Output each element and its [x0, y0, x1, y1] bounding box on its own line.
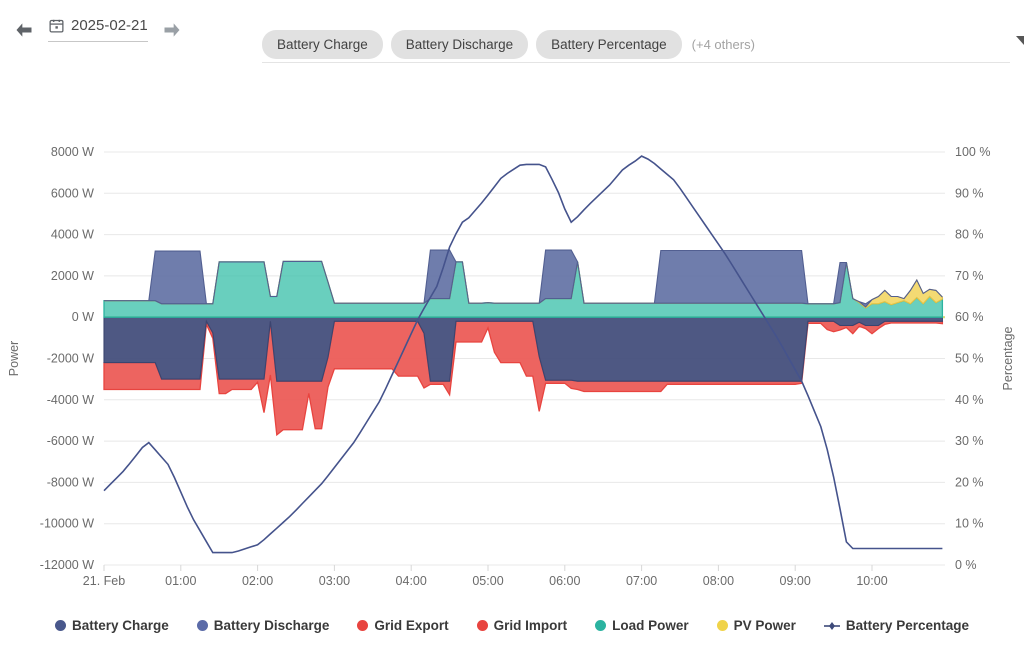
- svg-text:4000 W: 4000 W: [51, 228, 94, 242]
- svg-text:21. Feb: 21. Feb: [83, 574, 125, 588]
- svg-text:06:00: 06:00: [549, 574, 580, 588]
- svg-text:-4000 W: -4000 W: [47, 393, 94, 407]
- svg-text:0 W: 0 W: [72, 310, 94, 324]
- svg-text:-10000 W: -10000 W: [40, 517, 94, 531]
- svg-text:6000 W: 6000 W: [51, 186, 94, 200]
- svg-text:90 %: 90 %: [955, 186, 984, 200]
- svg-text:-8000 W: -8000 W: [47, 475, 94, 489]
- svg-text:70 %: 70 %: [955, 269, 984, 283]
- svg-text:100 %: 100 %: [955, 145, 990, 159]
- svg-text:08:00: 08:00: [703, 574, 734, 588]
- svg-text:-6000 W: -6000 W: [47, 434, 94, 448]
- svg-text:02:00: 02:00: [242, 574, 273, 588]
- svg-text:0 %: 0 %: [955, 558, 977, 572]
- svg-text:8000 W: 8000 W: [51, 145, 94, 159]
- svg-text:04:00: 04:00: [396, 574, 427, 588]
- svg-text:-2000 W: -2000 W: [47, 352, 94, 366]
- svg-text:60 %: 60 %: [955, 310, 984, 324]
- svg-text:01:00: 01:00: [165, 574, 196, 588]
- svg-text:80 %: 80 %: [955, 228, 984, 242]
- svg-text:Percentage: Percentage: [1001, 326, 1015, 390]
- svg-text:05:00: 05:00: [472, 574, 503, 588]
- svg-text:10 %: 10 %: [955, 517, 984, 531]
- svg-text:2000 W: 2000 W: [51, 269, 94, 283]
- svg-text:10:00: 10:00: [856, 574, 887, 588]
- svg-text:09:00: 09:00: [780, 574, 811, 588]
- svg-text:40 %: 40 %: [955, 393, 984, 407]
- svg-text:50 %: 50 %: [955, 352, 984, 366]
- svg-text:20 %: 20 %: [955, 475, 984, 489]
- svg-text:Power: Power: [7, 341, 21, 376]
- svg-text:03:00: 03:00: [319, 574, 350, 588]
- svg-text:30 %: 30 %: [955, 434, 984, 448]
- svg-text:07:00: 07:00: [626, 574, 657, 588]
- svg-text:-12000 W: -12000 W: [40, 558, 94, 572]
